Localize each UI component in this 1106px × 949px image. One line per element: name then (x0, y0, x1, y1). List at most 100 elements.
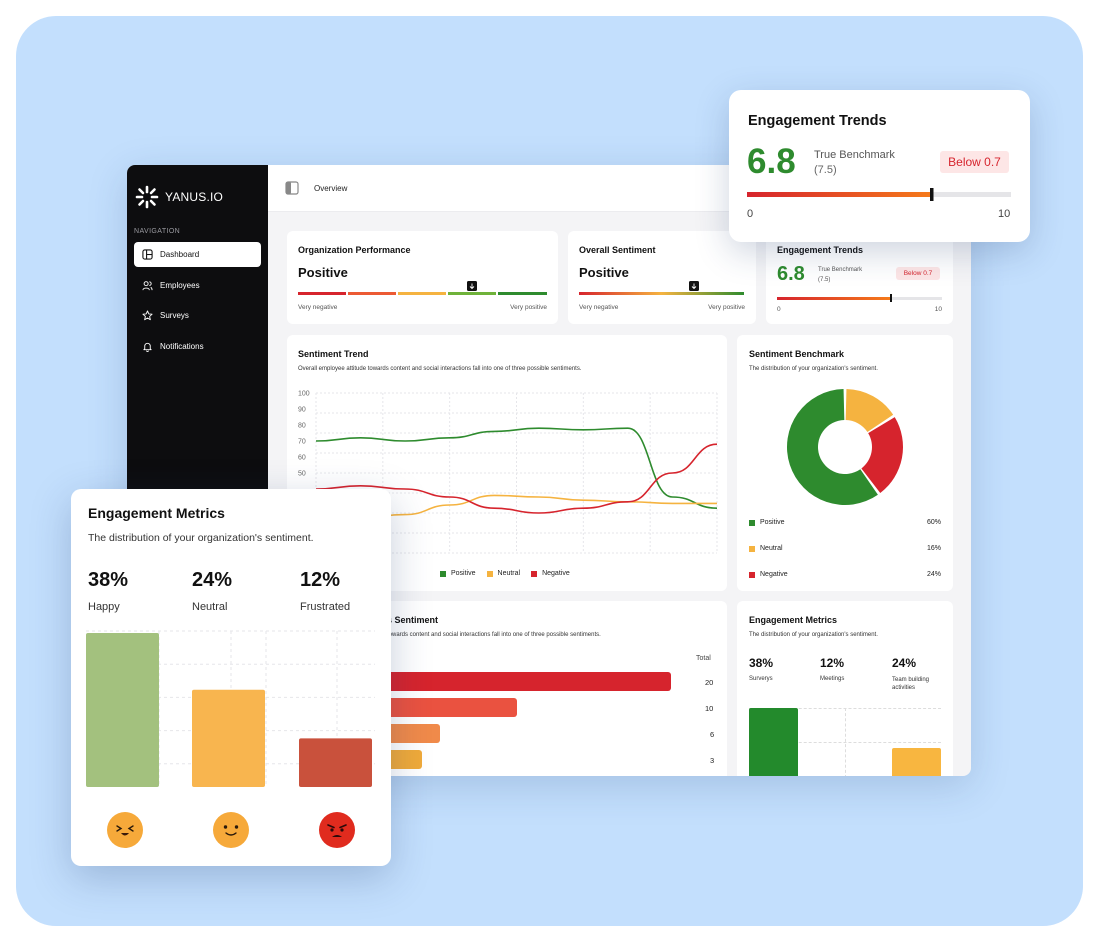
benchmark-value: (7.5) (814, 164, 837, 176)
dashboard-icon (142, 249, 153, 260)
sidebar-toggle-icon[interactable] (285, 181, 299, 195)
topic-total: 6 (710, 730, 715, 739)
neutral-face-icon (213, 812, 249, 848)
bell-icon (143, 342, 152, 352)
sidebar-item-label: Surveys (160, 311, 189, 320)
engagement-progress (747, 188, 1011, 201)
scale-max-label: Very positive (708, 304, 745, 311)
engagement-bar-chart (86, 630, 375, 787)
metric-bar-frustrated (299, 738, 372, 787)
sidebar-item-dashboard[interactable]: Dashboard (134, 242, 261, 267)
sidebar-nav: Dashboard Employees Surveys Notification… (134, 242, 261, 364)
y-tick-label: 70 (298, 439, 306, 446)
card-subtitle: towards content and social interactions … (387, 632, 601, 638)
legend-value: 16% (926, 545, 941, 552)
legend-label: Positive (451, 570, 476, 577)
sidebar-item-employees[interactable]: Employees (134, 273, 261, 298)
scale-marker-icon (689, 281, 699, 291)
card-title: Engagement Metrics (749, 615, 838, 625)
card-subtitle: The distribution of your organization's … (749, 366, 878, 372)
sidebar-item-notifications[interactable]: Notifications (134, 334, 261, 359)
sentiment-donut-chart (787, 389, 903, 505)
engagement-metrics-popout: Engagement Metrics The distribution of y… (71, 489, 391, 866)
status-badge: Below 0.7 (896, 267, 940, 280)
benchmark-label: True Benchmark (814, 149, 895, 161)
donut-slice-neutral (845, 389, 894, 432)
topic-bar (387, 750, 422, 769)
scale-max-label: 10 (998, 208, 1011, 220)
benchmark-label: True Benchmark (818, 267, 863, 273)
card-title: Engagement Trends (748, 113, 887, 129)
sidebar-item-surveys[interactable]: Surveys (134, 303, 261, 328)
breadcrumb: Overview (314, 184, 348, 193)
metric-bar (892, 748, 941, 776)
scale-min-label: 0 (747, 208, 754, 220)
card-subtitle: The distribution of your organization's … (88, 532, 314, 544)
engagement-trends-popout: Engagement Trends 6.8 True Benchmark (7.… (729, 90, 1030, 242)
y-tick-label: 100 (298, 391, 310, 398)
legend-swatch (486, 570, 493, 577)
y-tick-label: 80 (298, 423, 306, 430)
scale-min-label: Very negative (298, 304, 338, 311)
donut-slice-positive (787, 389, 878, 505)
scale-marker-icon (467, 281, 477, 291)
metric-label: Happy (88, 601, 120, 613)
benchmark-legend-row: Positive 60% (749, 519, 941, 526)
metric-label: Surverys (749, 676, 773, 682)
total-header: Total (696, 655, 711, 662)
topic-total: 10 (705, 704, 714, 713)
metric-percent: 24% (192, 569, 233, 591)
benchmark-legend-row: Negative 24% (749, 571, 941, 578)
card-title: Engagement Metrics (88, 505, 225, 521)
card-subtitle: The distribution of your organization's … (749, 632, 878, 638)
card-title: s Sentiment (387, 615, 439, 625)
sidebar-item-label: Employees (160, 280, 200, 290)
metric-bar-neutral (192, 689, 265, 787)
engagement-score: 6.8 (747, 142, 796, 181)
scale-max-label: Very positive (510, 304, 547, 311)
legend-swatch (440, 570, 446, 577)
scale-min-label: Very negative (579, 304, 619, 311)
engagement-trends-card: Engagement Trends 6.8 True Benchmark (7.… (766, 231, 953, 324)
series-line-negative (315, 443, 718, 514)
legend-label: Negative (760, 571, 788, 578)
legend-label: Neutral (760, 545, 783, 552)
metric-percent: 24% (892, 656, 917, 670)
benchmark-legend-row: Neutral 16% (749, 545, 941, 552)
card-subtitle: Overall employee attitude towards conten… (298, 366, 582, 372)
sidebar-item-label: Notifications (160, 341, 204, 351)
grid-line (749, 742, 941, 743)
sidebar-item-label: Dashboard (160, 250, 200, 259)
metric-bar-happy (86, 633, 159, 787)
logo-icon (135, 185, 159, 209)
angry-face-icon (319, 812, 355, 848)
donut-slice-negative (861, 417, 903, 494)
benchmark-value: (7.5) (818, 277, 831, 283)
topic-bar (387, 672, 671, 691)
series-line-positive (315, 427, 718, 509)
metric-label: Team building activities (892, 677, 930, 691)
legend-value: 60% (926, 519, 941, 526)
legend-swatch (749, 545, 755, 552)
y-tick-label: 60 (298, 455, 306, 462)
engagement-metrics-small-card: Engagement Metrics The distribution of y… (737, 601, 953, 776)
brand-logo[interactable]: YANUS.IO (135, 185, 223, 209)
metric-percent: 38% (88, 569, 129, 591)
legend-label: Neutral (497, 570, 521, 577)
card-title: Organization Performance (298, 245, 411, 255)
topic-bar (387, 698, 517, 717)
sentiment-scale (579, 281, 744, 295)
status-badge: Below 0.7 (940, 151, 1009, 173)
legend-label: Positive (760, 519, 785, 526)
brand-name: YANUS.IO (165, 190, 224, 204)
engagement-score: 6.8 (777, 263, 805, 285)
metric-percent: 12% (300, 569, 341, 591)
star-icon (142, 310, 153, 321)
performance-scale (298, 281, 547, 295)
happy-face-icon (107, 812, 143, 848)
card-title: Sentiment Trend (298, 349, 369, 359)
y-tick-label: 50 (298, 471, 306, 478)
scale-min-label: 0 (777, 306, 781, 313)
legend-swatch (531, 570, 538, 577)
sentiment-benchmark-card: Sentiment Benchmark The distribution of … (737, 335, 953, 591)
